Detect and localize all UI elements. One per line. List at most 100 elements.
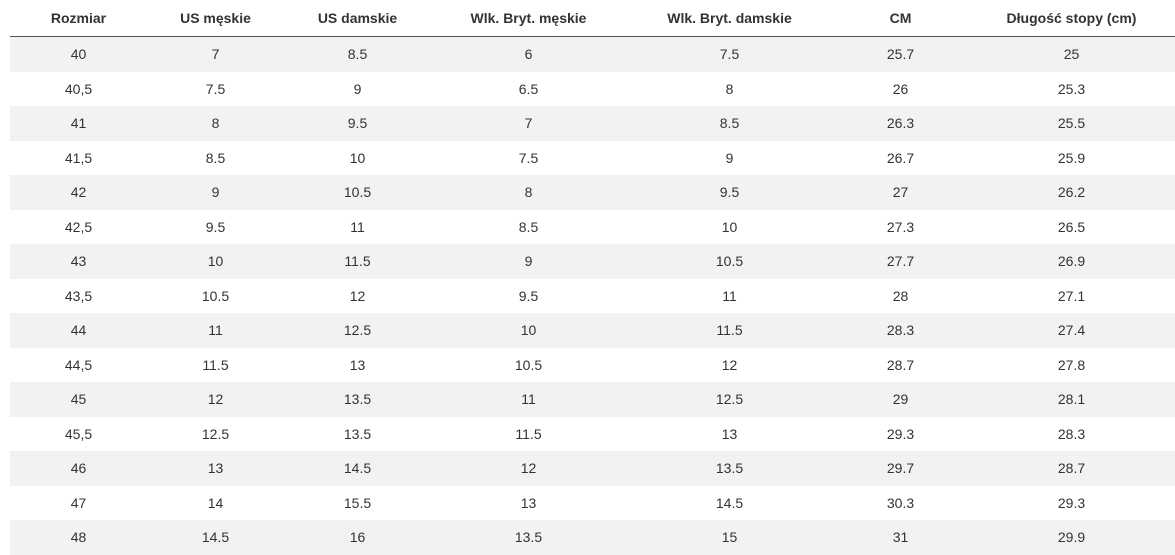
table-cell: 25 <box>968 37 1175 72</box>
table-cell: 12.5 <box>284 313 431 348</box>
table-row: 48 14.5 16 13.5 15 31 29.9 <box>10 520 1175 555</box>
table-cell: 11 <box>350 218 365 235</box>
table-cell: 13.5 <box>284 382 431 417</box>
table-cell: 11 <box>147 313 284 348</box>
table-cell: 26.7 <box>886 149 915 166</box>
table-cell: 28.7 <box>968 451 1175 486</box>
table-cell: 7.5 <box>518 149 539 166</box>
table-cell: 40 <box>10 37 147 72</box>
table-cell: 28.3 <box>1057 425 1086 442</box>
table-row: 41,5 8.5 10 7.5 9 26.7 25.9 <box>10 141 1175 176</box>
table-cell: 31 <box>833 520 968 555</box>
table-cell: 7 <box>147 37 284 72</box>
table-cell: 7.5 <box>205 80 226 97</box>
table-cell: 7 <box>431 106 626 141</box>
table-cell: 15.5 <box>343 494 372 511</box>
table-cell: 6 <box>431 37 626 72</box>
table-cell: 28.1 <box>968 382 1175 417</box>
header-cell: Długość stopy (cm) <box>968 0 1175 37</box>
table-cell: 44 <box>10 313 147 348</box>
table-cell: 27.7 <box>833 244 968 279</box>
table-cell: 8.5 <box>284 37 431 72</box>
table-cell: 13 <box>721 425 738 442</box>
table-cell: 12 <box>431 451 626 486</box>
table-cell: 9.5 <box>205 218 226 235</box>
table-cell: 28.3 <box>833 313 968 348</box>
table-cell: 8.5 <box>518 218 539 235</box>
table-row: 47 14 15.5 13 14.5 30.3 29.3 <box>10 486 1175 521</box>
size-table: Rozmiar US męskie US damskie Wlk. Bryt. męs… <box>10 0 1175 555</box>
table-cell: 45,5 <box>64 425 93 442</box>
table-cell: 42 <box>10 175 147 210</box>
table-cell: 26.3 <box>833 106 968 141</box>
table-cell: 28 <box>892 287 909 304</box>
table-cell: 8 <box>725 80 734 97</box>
table-cell: 16 <box>284 520 431 555</box>
table-cell: 27.8 <box>1057 356 1086 373</box>
table-cell: 13.5 <box>626 451 833 486</box>
table-cell: 10.5 <box>514 356 543 373</box>
table-row: 41 8 9.5 7 8.5 26.3 25.5 <box>10 106 1175 141</box>
table-cell: 11.5 <box>202 356 229 373</box>
table-cell: 9 <box>431 244 626 279</box>
table-cell: 6.5 <box>518 80 539 97</box>
table-cell: 11.5 <box>515 425 542 442</box>
table-row: 44 11 12.5 10 11.5 28.3 27.4 <box>10 313 1175 348</box>
table-cell: 8 <box>147 106 284 141</box>
table-cell: 43,5 <box>64 287 93 304</box>
table-cell: 40,5 <box>64 80 93 97</box>
table-row: 40,5 7.5 9 6.5 8 26 25.3 <box>10 72 1175 107</box>
table-cell: 11 <box>431 382 626 417</box>
table-cell: 8 <box>431 175 626 210</box>
table-cell: 9 <box>147 175 284 210</box>
table-cell: 10.5 <box>626 244 833 279</box>
header-row: Rozmiar US męskie US damskie Wlk. Bryt. męs… <box>10 0 1175 37</box>
table-cell: 9.5 <box>626 175 833 210</box>
table-cell: 12 <box>721 356 738 373</box>
table-cell: 13 <box>147 451 284 486</box>
table-cell: 11 <box>722 287 737 304</box>
table-cell: 46 <box>10 451 147 486</box>
header-cell: US męskie <box>147 0 284 37</box>
table-cell: 27.3 <box>886 218 915 235</box>
table-cell: 8.5 <box>205 149 226 166</box>
table-cell: 10 <box>349 149 366 166</box>
table-cell: 10 <box>721 218 738 235</box>
table-cell: 12.5 <box>201 425 230 442</box>
table-cell: 9 <box>725 149 734 166</box>
table-cell: 10 <box>431 313 626 348</box>
table-body: 40 7 8.5 6 7.5 25.7 25 40,5 7.5 9 6.5 8 26 25.3 41 8 9.5… <box>10 37 1175 555</box>
table-row: 42 9 10.5 8 9.5 27 26.2 <box>10 175 1175 210</box>
table-cell: 12 <box>147 382 284 417</box>
table-cell: 25.7 <box>833 37 968 72</box>
table-cell: 25.9 <box>1057 149 1086 166</box>
table-cell: 9 <box>353 80 362 97</box>
table-row: 42,5 9.5 11 8.5 10 27.3 26.5 <box>10 210 1175 245</box>
table-cell: 28.7 <box>886 356 915 373</box>
table-cell: 26.5 <box>1057 218 1086 235</box>
header-cell: CM <box>833 0 968 37</box>
table-cell: 14 <box>207 494 224 511</box>
size-table-container: Rozmiar US męskie US damskie Wlk. Bryt. męs… <box>10 0 1175 555</box>
table-cell: 13 <box>520 494 537 511</box>
table-cell: 25.3 <box>1057 80 1086 97</box>
table-cell: 9.5 <box>284 106 431 141</box>
table-cell: 44,5 <box>64 356 93 373</box>
table-cell: 10.5 <box>201 287 230 304</box>
header-cell: US damskie <box>284 0 431 37</box>
table-cell: 29.9 <box>968 520 1175 555</box>
table-cell: 27.4 <box>968 313 1175 348</box>
table-cell: 13 <box>349 356 366 373</box>
table-cell: 41,5 <box>64 149 93 166</box>
table-row: 45,5 12.5 13.5 11.5 13 29.3 28.3 <box>10 417 1175 452</box>
table-cell: 43 <box>10 244 147 279</box>
table-cell: 11.5 <box>626 313 833 348</box>
table-row: 43 10 11.5 9 10.5 27.7 26.9 <box>10 244 1175 279</box>
table-cell: 14.5 <box>147 520 284 555</box>
table-cell: 12.5 <box>626 382 833 417</box>
table-row: 44,5 11.5 13 10.5 12 28.7 27.8 <box>10 348 1175 383</box>
table-cell: 29 <box>833 382 968 417</box>
table-row: 45 12 13.5 11 12.5 29 28.1 <box>10 382 1175 417</box>
table-row: 46 13 14.5 12 13.5 29.7 28.7 <box>10 451 1175 486</box>
table-cell: 48 <box>10 520 147 555</box>
